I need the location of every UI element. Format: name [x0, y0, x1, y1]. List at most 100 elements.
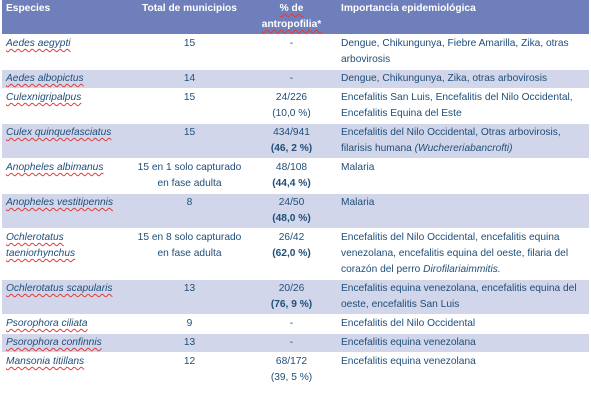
municipalities-cell: 13 — [133, 279, 246, 315]
anthropophily-ratio: - — [289, 337, 294, 348]
importance-cell: Encefalitis equina venezolana — [337, 333, 589, 353]
table-row: Aedes aegypti 15 - Dengue, Chikungunya, Fie… — [2, 34, 589, 70]
species-table: Especies Total de municipios % de antrop… — [2, 0, 589, 388]
importance-text: Dengue, Chikungunya, Zika, otras arbovir… — [341, 73, 548, 84]
municipalities-line: 15 — [183, 127, 196, 138]
table-row: Aedes albopictus 14 - Dengue, Chikungunya, … — [2, 69, 589, 89]
species-cell: Psorophora ciliata — [2, 314, 133, 334]
anthropophily-ratio: 48/108 — [275, 162, 308, 173]
anthropophily-cell: 20/26 (76, 9 %) — [246, 279, 337, 315]
importance-text: Malaria — [341, 162, 375, 173]
importance-text: Encefalitis equina venezolana — [341, 356, 476, 367]
municipalities-line: en fase adulta — [157, 178, 222, 189]
importance-text: Dengue, Chikungunya, Fiebre Amarilla, Zi… — [341, 38, 569, 65]
species-name: Psorophora ciliata — [6, 318, 88, 329]
municipalities-line: 15 — [183, 38, 196, 49]
importance-cell: Dengue, Chikungunya, Fiebre Amarilla, Zi… — [337, 34, 589, 70]
importance-cell: Malaria — [337, 193, 589, 229]
anthropophily-ratio: 26/42 — [278, 232, 305, 243]
municipalities-cell: 15 en 1 solo capturado en fase adulta — [133, 158, 246, 194]
municipalities-line: 13 — [183, 337, 196, 348]
species-cell: Aedes albopictus — [2, 69, 133, 89]
importance-cell: Malaria — [337, 158, 589, 194]
anthropophily-percent: (44,4 %) — [272, 178, 311, 189]
anthropophily-cell: 24/50 (48,0 %) — [246, 193, 337, 229]
municipalities-line: 15 en 1 solo capturado — [137, 162, 242, 173]
importance-scientific-name: Dirofilariaimmitis. — [423, 264, 501, 275]
municipalities-cell: 15 en 8 solo capturado en fase adulta — [133, 228, 246, 280]
species-cell: Anopheles albimanus — [2, 158, 133, 194]
municipalities-line: 13 — [183, 283, 196, 294]
species-cell: Ochlerotatus scapularis — [2, 279, 133, 315]
anthropophily-percent: (76, 9 %) — [270, 299, 313, 310]
municipalities-line: 15 en 8 solo capturado — [137, 232, 242, 243]
municipalities-cell: 15 — [133, 34, 246, 70]
municipalities-cell: 9 — [133, 314, 246, 334]
species-cell: Mansonia titillans — [2, 352, 133, 388]
municipalities-cell: 8 — [133, 193, 246, 229]
anthropophily-cell: 24/226 (10,0 %) — [246, 88, 337, 124]
anthropophily-percent: (62,0 %) — [272, 248, 311, 259]
header-municipalities: Total de municipios — [133, 0, 246, 35]
table-row: Psorophora confinnis 13 - Encefalitis equin… — [2, 333, 589, 353]
species-name: Culexnigripalpus — [6, 92, 82, 103]
table-row: Ochlerotatus scapularis 13 20/26 (76, 9 %) E… — [2, 279, 589, 315]
species-name: Anopheles albimanus — [6, 162, 104, 173]
anthropophily-cell: 26/42 (62,0 %) — [246, 228, 337, 280]
anthropophily-ratio: 434/941 — [273, 127, 310, 138]
species-name: Aedes aegypti — [6, 38, 71, 49]
municipalities-cell: 15 — [133, 88, 246, 124]
species-name: Ochlerotatus taeniorhynchus — [6, 232, 76, 259]
municipalities-cell: 12 — [133, 352, 246, 388]
anthropophily-cell: - — [246, 69, 337, 89]
anthropophily-ratio: - — [289, 318, 294, 329]
importance-cell: Encefalitis del Nilo Occidental, Otras a… — [337, 123, 589, 159]
anthropophily-cell: - — [246, 333, 337, 353]
anthropophily-ratio: 68/172 — [275, 356, 308, 367]
importance-cell: Encefalitis San Luis, Encefalitis del Ni… — [337, 88, 589, 124]
anthropophily-percent: (48,0 %) — [272, 213, 311, 224]
species-cell: Anopheles vestitipennis — [2, 193, 133, 229]
species-cell: Psorophora confinnis — [2, 333, 133, 353]
anthropophily-ratio: - — [289, 73, 294, 84]
species-cell: Ochlerotatus taeniorhynchus — [2, 228, 133, 280]
header-anthropophily-text: % de antropofilia* — [261, 3, 322, 30]
table-row: Culex quinquefasciatus 15 434/941 (46, 2 %)… — [2, 123, 589, 159]
species-cell: Culexnigripalpus — [2, 88, 133, 124]
importance-cell: Encefalitis equina venezolana — [337, 352, 589, 388]
municipalities-cell: 14 — [133, 69, 246, 89]
species-name: Ochlerotatus scapularis — [6, 283, 113, 294]
anthropophily-ratio: 24/50 — [278, 197, 305, 208]
anthropophily-cell: 434/941 (46, 2 %) — [246, 123, 337, 159]
anthropophily-percent: (46, 2 %) — [270, 143, 313, 154]
municipalities-line: en fase adulta — [157, 248, 222, 259]
importance-scientific-name: (Wuchereriabancrofti) — [414, 143, 513, 154]
importance-text: Encefalitis San Luis, Encefalitis del Ni… — [341, 92, 573, 119]
table-body: Aedes aegypti 15 - Dengue, Chikungunya, Fie… — [2, 34, 589, 388]
importance-cell: Encefalitis equina venezolana, encefalit… — [337, 279, 589, 315]
anthropophily-cell: 68/172 (39, 5 %) — [246, 352, 337, 388]
municipalities-line: 12 — [183, 356, 196, 367]
species-cell: Aedes aegypti — [2, 34, 133, 70]
importance-cell: Encefalitis del Nilo Occidental, encefal… — [337, 228, 589, 280]
importance-text: Malaria — [341, 197, 375, 208]
table-row: Anopheles vestitipennis 8 24/50 (48,0 %) Mal… — [2, 193, 589, 229]
table-row: Psorophora ciliata 9 - Encefalitis del Nilo… — [2, 314, 589, 334]
anthropophily-percent: (10,0 %) — [272, 108, 311, 119]
species-cell: Culex quinquefasciatus — [2, 123, 133, 159]
species-name: Mansonia titillans — [6, 356, 85, 367]
header-anthropophily: % de antropofilia* — [246, 0, 337, 35]
importance-text: Encefalitis del Nilo Occidental, Otras a… — [341, 127, 561, 154]
species-name: Culex quinquefasciatus — [6, 127, 112, 138]
municipalities-line: 9 — [186, 318, 193, 329]
table-row: Anopheles albimanus 15 en 1 solo capturad… — [2, 158, 589, 194]
anthropophily-ratio: 24/226 — [275, 92, 308, 103]
header-row: Especies Total de municipios % de antrop… — [2, 0, 589, 35]
header-importance: Importancia epidemiológica — [337, 0, 589, 35]
municipalities-cell: 13 — [133, 333, 246, 353]
species-name: Psorophora confinnis — [6, 337, 102, 348]
table-row: Mansonia titillans 12 68/172 (39, 5 %) Encef… — [2, 352, 589, 388]
species-name: Aedes albopictus — [6, 73, 84, 84]
species-name: Anopheles vestitipennis — [6, 197, 114, 208]
